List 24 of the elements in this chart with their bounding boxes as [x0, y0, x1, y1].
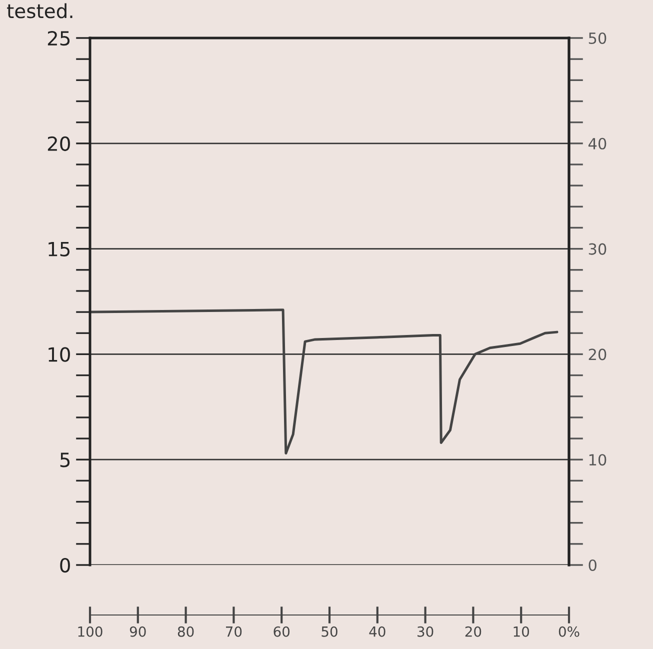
x-tick-label: 50	[322, 626, 338, 637]
x-tick-label: 0%	[558, 626, 580, 637]
x-tick-label: 30	[418, 626, 434, 637]
x-tick-label: 20	[465, 626, 482, 637]
x-tick-label: 80	[178, 626, 194, 637]
x-tick-label: 90	[130, 626, 146, 637]
y-tick-label: 0	[60, 558, 70, 573]
y2-tick-label: 50	[588, 32, 606, 44]
y-tick-label: 25	[48, 30, 70, 46]
y2-tick-label: 10	[589, 454, 606, 466]
y-tick-label: 5	[60, 452, 70, 468]
y2-tick-label: 30	[588, 243, 606, 255]
y2-tick-label: 0	[588, 559, 596, 572]
y-tick-label: 10	[48, 347, 70, 362]
y-tick-label: 20	[48, 136, 70, 152]
x-tick-label: 60	[274, 626, 290, 637]
y2-tick-label: 20	[588, 348, 606, 360]
text: tested.	[7, 3, 72, 18]
y2-tick-label: 40	[588, 138, 606, 150]
x-tick-label: 100	[78, 626, 102, 637]
x-tick-label: 70	[226, 626, 242, 637]
x-tick-label: 40	[369, 626, 386, 637]
y-tick-label: 15	[48, 242, 70, 256]
x-tick-label: 10	[514, 626, 530, 637]
